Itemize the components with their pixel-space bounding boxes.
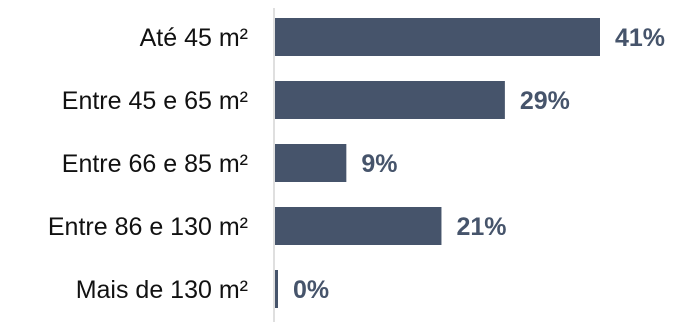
- value-label: 41%: [615, 24, 665, 52]
- value-label: 0%: [293, 276, 329, 304]
- value-label: 29%: [520, 87, 570, 115]
- category-label: Até 45 m²: [140, 24, 248, 52]
- category-label: Entre 86 e 130 m²: [48, 213, 248, 241]
- bar: [275, 81, 505, 119]
- bar: [275, 144, 347, 182]
- value-label: 21%: [456, 213, 506, 241]
- category-label: Entre 45 e 65 m²: [62, 87, 248, 115]
- bars: [275, 18, 600, 308]
- bar: [275, 18, 600, 56]
- category-label: Mais de 130 m²: [76, 276, 248, 304]
- category-labels: Até 45 m² Entre 45 e 65 m² Entre 66 e 85 m…: [48, 24, 248, 304]
- value-labels: 41% 29% 9% 21% 0%: [293, 24, 665, 304]
- value-label: 9%: [361, 150, 397, 178]
- bar: [275, 270, 278, 308]
- bar: [275, 207, 442, 245]
- category-label: Entre 66 e 85 m²: [62, 150, 248, 178]
